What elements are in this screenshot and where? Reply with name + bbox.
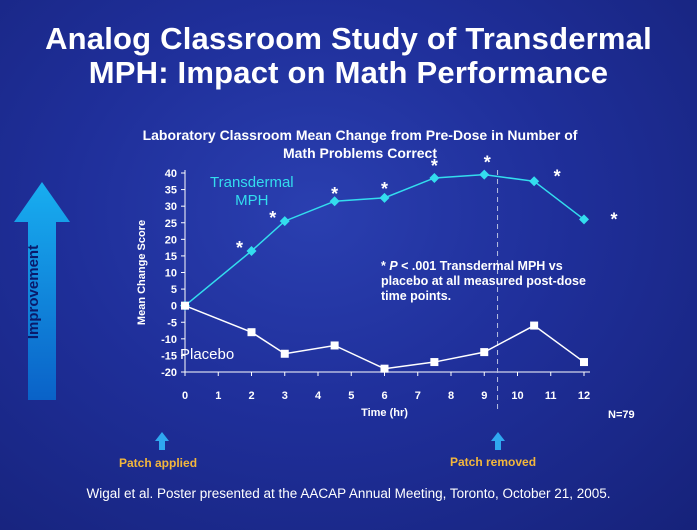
transdermal-point [329,196,340,207]
chart-title-line-1: Laboratory Classroom Mean Change from Pr… [142,127,578,143]
significance-star: * [381,179,388,199]
y-tick-label: 25 [165,218,177,230]
x-tick-label: 11 [545,390,557,402]
transdermal-point [529,176,540,187]
x-axis-title: Time (hr) [361,407,408,419]
y-tick-label: 30 [165,201,177,213]
citation: Wigal et al. Poster presented at the AAC… [86,486,611,501]
y-tick-label: 0 [171,301,177,313]
note-line-2: placebo at all measured post-dose [381,274,586,288]
note-rest: < .001 Transdermal MPH vs [397,259,563,273]
transdermal-label-line-1: Transdermal [210,174,294,191]
placebo-point [280,349,289,358]
placebo-point [330,341,339,350]
significance-star: * [431,156,438,176]
y-tick-label: 5 [171,284,177,296]
significance-star: * [484,153,491,173]
x-tick-label: 6 [381,390,387,402]
y-tick-label: -20 [161,367,177,379]
x-tick-label: 10 [511,390,523,402]
transdermal-series-label: Transdermal MPH [210,174,294,210]
transdermal-point [379,192,390,203]
placebo-point [430,358,439,367]
placebo-point [530,321,539,330]
y-tick-label: -15 [161,350,177,362]
y-tick-label: 15 [165,251,177,263]
note-p: P [389,259,398,273]
transdermal-point [246,245,257,256]
patch-removed-label: Patch removed [450,455,537,469]
significance-star: * [269,208,276,228]
significance-star: * [331,184,338,204]
significance-note: * P < .001 Transdermal MPH vs placebo at… [381,259,651,304]
y-tick-label: -10 [161,334,177,346]
y-tick-label: 20 [165,234,177,246]
note-line-3: time points. [381,289,452,303]
slide-title-line-2: MPH: Impact on Math Performance [88,55,609,90]
sample-size-label: N=79 [608,409,635,421]
transdermal-label-line-2: MPH [235,192,269,209]
placebo-point [181,301,189,310]
x-tick-label: 12 [578,390,590,402]
improvement-arrow-shape [14,182,70,400]
placebo-point [580,358,588,367]
placebo-series-label: Placebo [180,346,235,363]
y-tick-label: -5 [167,317,177,329]
transdermal-point [279,216,290,227]
y-tick-label: 35 [165,185,177,197]
chart-title: Laboratory Classroom Mean Change from Pr… [60,126,660,162]
patch-applied-label: Patch applied [119,456,198,470]
note-star: * [381,259,390,273]
x-tick-label: 0 [182,390,188,402]
y-tick-label: 10 [165,268,177,280]
significance-star: * [236,238,243,258]
y-axis-title: Mean Change Score [136,220,148,325]
improvement-label: Improvement [25,244,42,340]
significance-star: * [554,166,561,186]
slide-title: Analog Classroom Study of Transdermal MP… [10,22,687,90]
improvement-arrow [14,182,70,400]
significance-star: * [610,209,617,229]
placebo-point [380,364,389,373]
x-tick-label: 9 [481,390,487,402]
transdermal-point [579,214,589,225]
x-tick-label: 4 [315,390,322,402]
transdermal-point [479,169,490,180]
slide-title-line-1: Analog Classroom Study of Transdermal [45,21,652,56]
placebo-point [247,328,256,337]
placebo-point [480,348,489,357]
patch-removed-arrow-icon [491,432,505,450]
x-tick-label: 7 [415,390,421,402]
y-tick-label: 40 [165,168,177,180]
patch-applied-arrow-icon [155,432,169,450]
transdermal-point [429,172,440,183]
x-tick-label: 2 [248,390,254,402]
x-tick-label: 3 [282,390,288,402]
x-tick-label: 1 [215,390,221,402]
x-tick-label: 5 [348,390,354,402]
placebo-line [184,304,585,370]
chart-title-line-2: Math Problems Correct [282,145,438,161]
note-line-1: * P < .001 Transdermal MPH vs [381,259,651,274]
x-tick-label: 8 [448,390,454,402]
